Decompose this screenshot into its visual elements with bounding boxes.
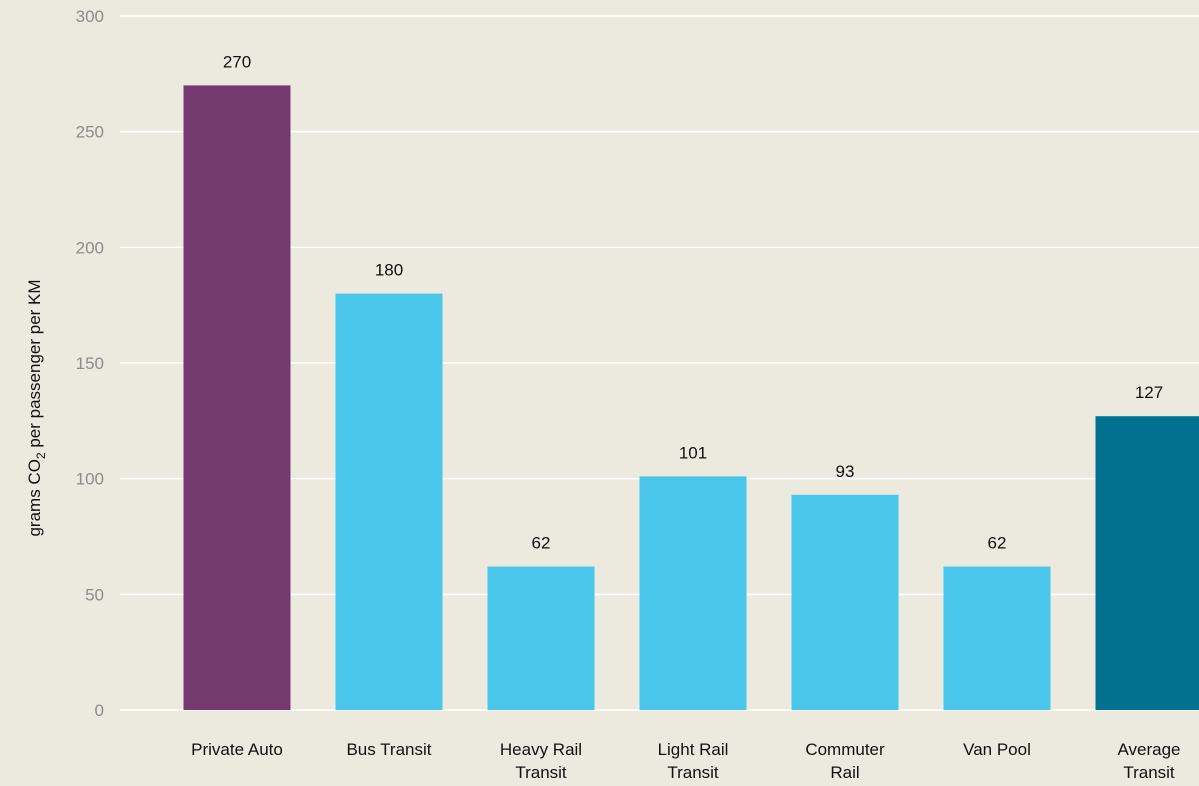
data-label: 62 [988, 534, 1007, 553]
x-tick-label: Van Pool [963, 740, 1031, 759]
y-tick-label: 0 [95, 701, 104, 720]
x-tick-label-line: Average [1117, 740, 1180, 759]
data-labels: 270 180 62 101 93 62 127 [223, 52, 1163, 552]
y-tick-label: 50 [85, 585, 104, 604]
bars [183, 85, 1199, 710]
x-tick-label-line: Rail [830, 763, 859, 782]
y-tick-label: 100 [76, 470, 104, 489]
y-tick-label: 300 [76, 7, 104, 26]
y-axis-title-prefix: grams CO [25, 459, 44, 536]
x-axis-ticks: Private Auto Bus Transit Heavy Rail Transit… [191, 740, 1180, 782]
y-axis-ticks: 0 50 100 150 200 250 300 [76, 7, 104, 720]
x-tick-label-line: Commuter [805, 740, 885, 759]
y-tick-label: 150 [76, 354, 104, 373]
x-tick-label: Commuter Rail [805, 740, 885, 782]
x-tick-label: Average Transit [1117, 740, 1180, 782]
data-label: 270 [223, 52, 251, 71]
x-tick-label-line: Van Pool [963, 740, 1031, 759]
data-label: 62 [532, 534, 551, 553]
y-axis-title-subscript: 2 [34, 452, 48, 459]
bar [183, 85, 291, 710]
x-tick-label: Heavy Rail Transit [500, 740, 582, 782]
data-label: 127 [1135, 383, 1163, 402]
y-tick-label: 250 [76, 123, 104, 142]
bar [335, 293, 443, 710]
y-tick-label: 200 [76, 238, 104, 257]
bar [1095, 416, 1199, 710]
bar [639, 476, 747, 710]
x-tick-label-line: Transit [1123, 763, 1175, 782]
x-tick-label-line: Transit [667, 763, 719, 782]
bar [791, 494, 899, 710]
x-tick-label-line: Transit [515, 763, 567, 782]
data-label: 180 [375, 261, 403, 280]
x-tick-label-line: Heavy Rail [500, 740, 582, 759]
bar [943, 566, 1051, 710]
y-axis-title: grams CO2 per passenger per KM [25, 279, 48, 536]
x-tick-label-line: Light Rail [658, 740, 729, 759]
data-label: 93 [836, 462, 855, 481]
x-tick-label: Bus Transit [346, 740, 431, 759]
x-tick-label: Private Auto [191, 740, 283, 759]
data-label: 101 [679, 443, 707, 462]
y-axis-title-suffix: per passenger per KM [25, 279, 44, 452]
x-tick-label-line: Private Auto [191, 740, 283, 759]
x-tick-label-line: Bus Transit [346, 740, 431, 759]
x-tick-label: Light Rail Transit [658, 740, 729, 782]
bar [487, 566, 595, 710]
